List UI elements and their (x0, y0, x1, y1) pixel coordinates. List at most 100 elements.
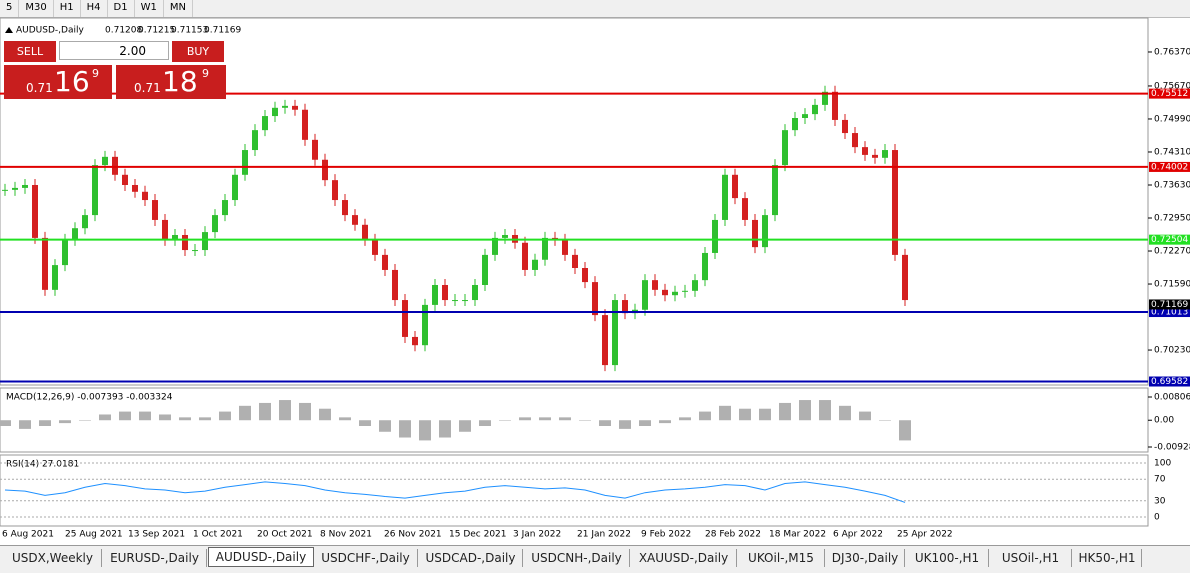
tab[interactable]: USDX,Weekly (4, 549, 102, 567)
candle (262, 116, 268, 131)
macd-bar (539, 417, 551, 421)
tab[interactable]: UKOil-,M15 (738, 549, 825, 567)
candle (802, 114, 808, 119)
buy-price[interactable]: 0.71 18 9 (116, 65, 226, 99)
candle (352, 215, 358, 225)
macd-bar (779, 402, 791, 421)
candle (882, 150, 888, 158)
candle (132, 184, 138, 192)
candle (662, 289, 668, 296)
candle (462, 300, 468, 302)
y-tick-label: 0.73630 (1154, 180, 1190, 190)
sell-price[interactable]: 0.71 16 9 (4, 65, 112, 99)
x-tick-label: 9 Feb 2022 (641, 530, 691, 540)
macd-bar (199, 417, 211, 421)
macd-bar (639, 420, 651, 426)
x-tick-label: 28 Feb 2022 (705, 530, 761, 540)
candle (712, 219, 718, 253)
x-tick-label: 15 Dec 2021 (449, 530, 507, 540)
macd-bar (419, 420, 431, 441)
timeframe-button[interactable]: 5 (0, 0, 20, 17)
rsi-line (4, 481, 906, 503)
candle (722, 174, 728, 220)
candle (12, 187, 18, 190)
y-tick-label: 70 (1154, 475, 1166, 485)
timeframe-button[interactable]: W1 (135, 0, 164, 17)
tab[interactable]: EURUSD-,Daily (103, 549, 207, 567)
macd-bar (179, 417, 191, 421)
macd-bar (459, 420, 471, 432)
candle (472, 284, 478, 301)
candle (432, 284, 438, 305)
tab[interactable]: XAUUSD-,Daily (631, 549, 737, 567)
tab[interactable]: USDCAD-,Daily (419, 549, 523, 567)
candle (762, 215, 768, 248)
macd-bar (19, 420, 31, 429)
y-tick-label: 0.70230 (1154, 346, 1190, 356)
y-tick-label: -0.009286 (1154, 443, 1190, 453)
level-tag (1149, 307, 1190, 318)
candle (152, 200, 158, 220)
x-tick-label: 6 Aug 2021 (2, 530, 54, 540)
y-tick-label: 0.008061 (1154, 393, 1190, 403)
y-tick-label: 0.74990 (1154, 114, 1190, 124)
buy-button[interactable]: BUY (172, 41, 224, 62)
candle (902, 254, 908, 301)
candle (842, 119, 848, 134)
candle (852, 133, 858, 148)
candle (682, 290, 688, 292)
y-tick-label: 0.75670 (1154, 81, 1190, 91)
candle (272, 107, 278, 117)
x-tick-label: 6 Apr 2022 (833, 530, 883, 540)
candle (72, 228, 78, 240)
timeframe-button[interactable]: M30 (19, 0, 54, 17)
lot-input[interactable]: 2.00 (59, 41, 169, 60)
macd-bar (0, 420, 11, 426)
rsi-label: RSI(14) 27.0181 (6, 460, 79, 470)
candle (162, 219, 168, 240)
candle (592, 282, 598, 316)
candle (212, 215, 218, 233)
macd-bar (379, 420, 391, 432)
candle (612, 300, 618, 366)
ohlc-value: 0.71215 (138, 26, 175, 36)
tab[interactable]: AUDUSD-,Daily (208, 547, 314, 567)
tab[interactable]: DJ30-,Daily (826, 549, 905, 567)
candle (742, 198, 748, 220)
macd-bar (99, 414, 111, 421)
tab[interactable]: USOil-,H1 (990, 549, 1072, 567)
timeframe-button[interactable]: D1 (108, 0, 135, 17)
sell-button[interactable]: SELL (4, 41, 56, 62)
tab[interactable]: HK50-,H1 (1073, 549, 1142, 567)
symbol: AUDUSD-,Daily (16, 26, 84, 36)
macd-bar (279, 400, 291, 421)
tab[interactable]: UK100-,H1 (906, 549, 989, 567)
y-tick-label: 100 (1154, 459, 1171, 469)
candle (782, 130, 788, 166)
candle (652, 280, 658, 290)
candle (122, 174, 128, 185)
candle (812, 104, 818, 115)
macd-bar (299, 402, 311, 421)
macd-bar (219, 411, 231, 421)
timeframe-button[interactable]: MN (164, 0, 193, 17)
candle (822, 91, 828, 105)
x-tick-label: 26 Nov 2021 (384, 530, 442, 540)
timeframe-button[interactable]: H4 (81, 0, 108, 17)
macd-bar (119, 411, 131, 421)
candle (192, 250, 198, 252)
y-tick-label: 30 (1154, 496, 1166, 506)
timeframe-button[interactable]: H1 (54, 0, 81, 17)
candle (672, 291, 678, 296)
tab[interactable]: USDCNH-,Daily (524, 549, 630, 567)
candle (392, 269, 398, 301)
level-tag (1149, 88, 1190, 99)
tab[interactable]: USDCHF-,Daily (314, 549, 418, 567)
x-tick-label: 25 Apr 2022 (897, 530, 953, 540)
macd-label: MACD(12,26,9) -0.007393 -0.003324 (6, 393, 173, 403)
x-tick-label: 20 Oct 2021 (257, 530, 313, 540)
x-tick-label: 18 Mar 2022 (769, 530, 826, 540)
x-tick-label: 21 Jan 2022 (577, 530, 631, 540)
macd-bar (439, 420, 451, 438)
